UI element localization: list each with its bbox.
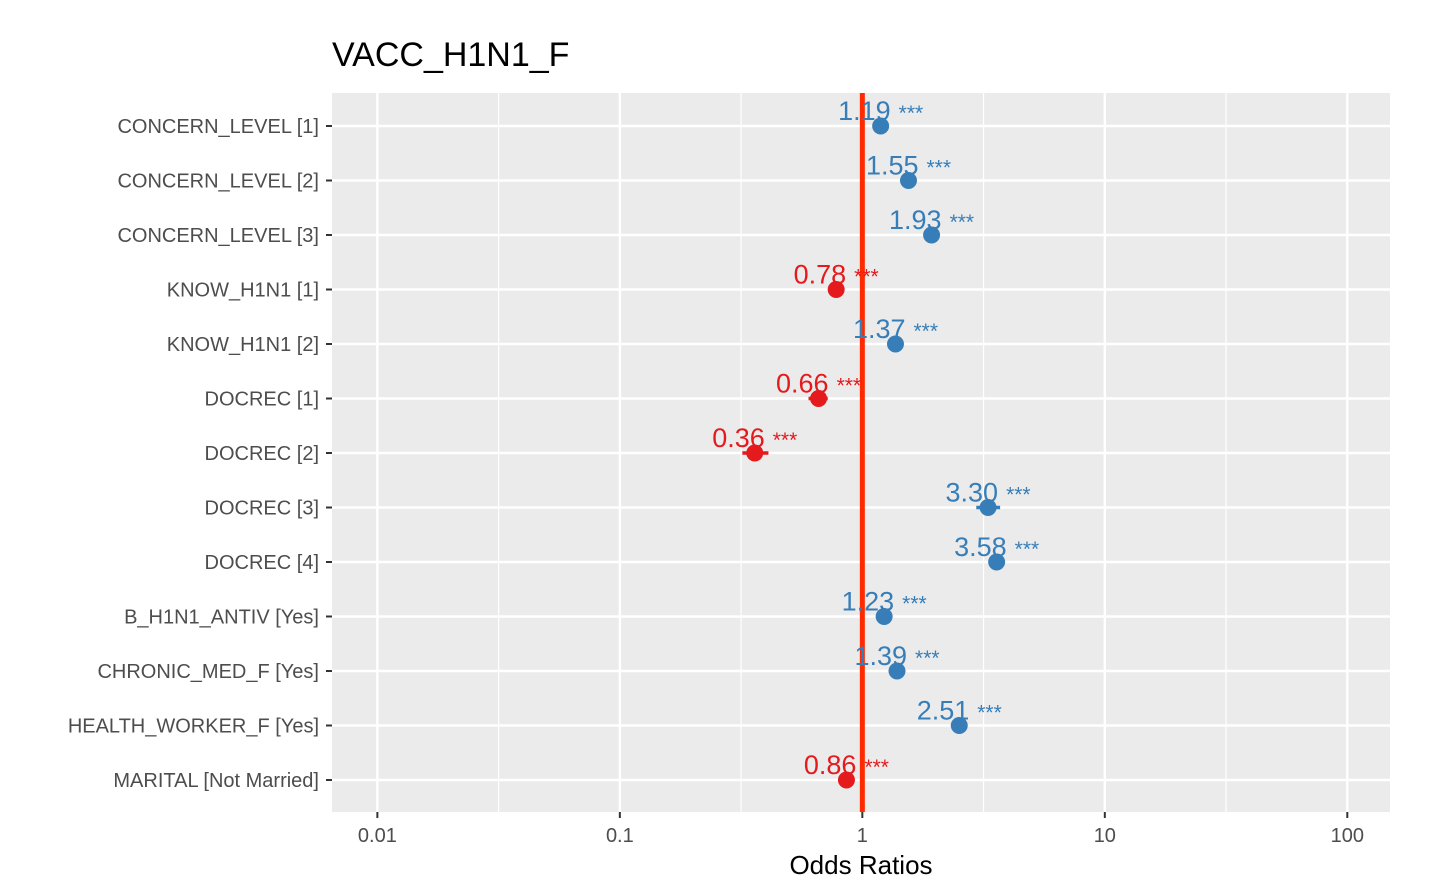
y-tick-label: CONCERN_LEVEL [1]	[117, 116, 319, 138]
y-tick-label: B_H1N1_ANTIV [Yes]	[124, 607, 319, 629]
x-axis-title: Odds Ratios	[789, 850, 933, 880]
estimate-point	[875, 608, 893, 625]
x-tick-label: 0.01	[358, 825, 397, 847]
x-tick-label: 0.1	[606, 825, 634, 847]
x-axis-tick-labels: 0.01 0.1 1 10 100	[358, 825, 1364, 847]
estimate-point	[746, 444, 764, 462]
y-tick-label: HEALTH_WORKER_F [Yes]	[68, 716, 319, 738]
value-label: 0.78 ***	[794, 260, 879, 290]
axis-ticks	[326, 125, 1349, 818]
value-label: 1.23 ***	[842, 587, 927, 617]
x-tick-label: 10	[1094, 825, 1116, 847]
estimate-point	[950, 717, 968, 734]
value-label: 1.19 ***	[838, 96, 923, 126]
estimate-point	[988, 553, 1006, 571]
x-tick-label: 1	[857, 825, 868, 847]
chart-title: VACC_H1N1_F	[332, 36, 570, 74]
value-label: 1.93 ***	[889, 205, 974, 235]
estimate-point	[810, 390, 828, 407]
estimate-point	[899, 172, 917, 189]
estimate-point	[837, 771, 855, 789]
estimate-point	[923, 226, 941, 244]
estimate-point	[872, 117, 890, 135]
value-label: 0.36 ***	[712, 423, 797, 453]
estimate-point	[979, 499, 997, 516]
value-label: 0.86 ***	[804, 750, 889, 780]
y-tick-label: MARITAL [Not Married]	[113, 770, 319, 792]
x-tick-label: 100	[1331, 825, 1364, 847]
value-label: 3.58 ***	[954, 532, 1039, 562]
value-labels: 1.19 *** 1.55 *** 1.93 *** 0.78 *** 1.37 *** 0.66 *…	[712, 96, 1039, 780]
value-label: 2.51 ***	[917, 696, 1002, 726]
estimate-point	[827, 281, 845, 298]
value-label: 1.39 ***	[854, 641, 939, 671]
estimate-point	[886, 335, 904, 353]
y-tick-label: CHRONIC_MED_F [Yes]	[97, 661, 319, 683]
y-tick-label: CONCERN_LEVEL [2]	[117, 171, 319, 193]
y-tick-label: DOCREC [1]	[205, 389, 319, 411]
y-tick-label: DOCREC [3]	[205, 498, 319, 520]
y-tick-label: KNOW_H1N1 [2]	[167, 334, 319, 356]
y-axis-tick-labels: CONCERN_LEVEL [1] CONCERN_LEVEL [2] CONCER…	[68, 116, 319, 792]
y-tick-label: CONCERN_LEVEL [3]	[117, 225, 319, 247]
value-label: 1.55 ***	[866, 151, 951, 181]
y-tick-label: DOCREC [4]	[205, 552, 319, 574]
y-tick-label: DOCREC [2]	[205, 443, 319, 465]
y-tick-label: KNOW_H1N1 [1]	[167, 280, 319, 302]
data-marks	[742, 117, 1006, 789]
value-label: 0.66 ***	[776, 369, 861, 399]
value-label: 1.37 ***	[853, 314, 938, 344]
estimate-point	[888, 662, 906, 680]
value-label: 3.30 ***	[946, 478, 1031, 508]
